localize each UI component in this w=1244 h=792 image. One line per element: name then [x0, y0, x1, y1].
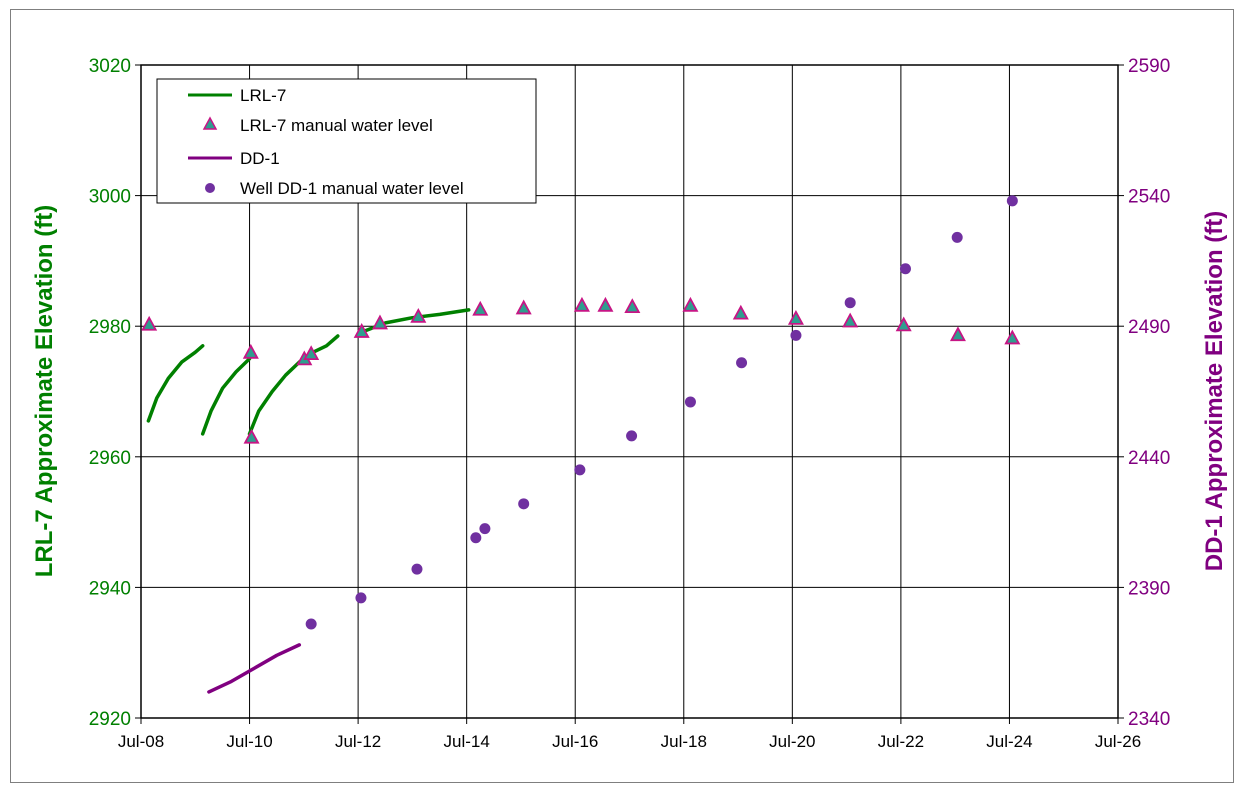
legend-label-lrl7-manual: LRL-7 manual water level	[240, 116, 433, 135]
left-tick-label: 3000	[89, 187, 131, 208]
x-tick-label: Jul-10	[226, 732, 272, 751]
right-tick-label: 2340	[1128, 709, 1170, 730]
line-series-group	[146, 308, 471, 694]
point-well-dd-1-manual-water-level	[1006, 195, 1018, 207]
point-well-dd-1-manual-water-level	[470, 532, 482, 544]
right-tick-label: 2590	[1128, 56, 1170, 77]
legend-swatch-dd1-manual	[205, 183, 215, 193]
left-tick-label: 2980	[89, 317, 131, 338]
point-lrl-7-manual-water-level	[515, 299, 532, 315]
point-lrl-7-manual-water-level	[141, 315, 158, 331]
point-well-dd-1-manual-water-level	[951, 231, 963, 243]
point-lrl-7-manual-water-level	[353, 323, 370, 338]
series-line-lrl-7	[247, 334, 340, 436]
point-well-dd-1-manual-water-level	[626, 430, 638, 442]
x-tick-label: Jul-24	[986, 732, 1032, 751]
left-tick-label: 3020	[89, 56, 131, 77]
left-tick-label: 2940	[89, 578, 131, 599]
right-tick-label: 2390	[1128, 578, 1170, 599]
point-lrl-7-manual-water-level	[1004, 329, 1021, 345]
scatter-series-group	[141, 195, 1021, 630]
point-lrl-7-manual-water-level	[624, 298, 641, 314]
point-well-dd-1-manual-water-level	[899, 263, 911, 275]
point-lrl-7-manual-water-level	[242, 343, 259, 359]
x-tick-label: Jul-14	[444, 732, 490, 751]
point-well-dd-1-manual-water-level	[736, 357, 748, 369]
x-axis-ticks: Jul-08 Jul-10 Jul-12 Jul-14 Jul-16 Jul-18 Jul-…	[118, 718, 1141, 751]
point-lrl-7-manual-water-level	[949, 326, 966, 342]
x-tick-label: Jul-20	[769, 732, 815, 751]
legend-label-dd1: DD-1	[240, 149, 280, 168]
x-tick-label: Jul-18	[661, 732, 707, 751]
x-tick-label: Jul-16	[552, 732, 598, 751]
x-tick-label: Jul-08	[118, 732, 164, 751]
right-tick-label: 2440	[1128, 448, 1170, 469]
series-line-lrl-7	[146, 344, 205, 423]
point-well-dd-1-manual-water-level	[518, 498, 530, 510]
legend: LRL-7 LRL-7 manual water level DD-1 Well…	[156, 78, 537, 204]
point-lrl-7-manual-water-level	[371, 314, 388, 330]
point-lrl-7-manual-water-level	[682, 296, 699, 312]
point-well-dd-1-manual-water-level	[574, 464, 586, 476]
point-well-dd-1-manual-water-level	[355, 592, 367, 604]
point-well-dd-1-manual-water-level	[844, 297, 856, 309]
x-tick-label: Jul-26	[1095, 732, 1141, 751]
plot-area	[140, 64, 1119, 719]
right-tick-label: 2490	[1128, 317, 1170, 338]
right-tick-label: 2540	[1128, 187, 1170, 208]
point-lrl-7-manual-water-level	[732, 304, 749, 320]
point-well-dd-1-manual-water-level	[305, 618, 317, 630]
right-axis-title: DD-1 Approximate Elevation (ft)	[1201, 211, 1228, 571]
legend-swatch-lrl7-manual	[202, 116, 218, 130]
point-well-dd-1-manual-water-level	[479, 523, 491, 535]
point-lrl-7-manual-water-level	[597, 296, 614, 312]
left-tick-label: 2920	[89, 709, 131, 730]
point-lrl-7-manual-water-level	[787, 309, 804, 325]
left-tick-label: 2960	[89, 448, 131, 469]
right-axis-ticks: 2340 2390 2440 2490 2540 2590	[1118, 56, 1170, 730]
point-lrl-7-manual-water-level	[472, 300, 489, 316]
point-lrl-7-manual-water-level	[410, 308, 427, 323]
point-well-dd-1-manual-water-level	[790, 329, 802, 341]
series-line-lrl-7	[200, 357, 252, 436]
x-tick-label: Jul-22	[878, 732, 924, 751]
point-well-dd-1-manual-water-level	[411, 563, 423, 575]
legend-label-lrl7: LRL-7	[240, 86, 286, 105]
point-well-dd-1-manual-water-level	[684, 396, 696, 408]
point-lrl-7-manual-water-level	[243, 428, 260, 444]
point-lrl-7-manual-water-level	[895, 316, 912, 332]
point-lrl-7-manual-water-level	[573, 296, 590, 312]
point-lrl-7-manual-water-level	[842, 312, 859, 328]
left-axis-ticks: 2920 2940 2960 2980 3000 3020	[89, 56, 141, 730]
legend-box	[156, 78, 537, 204]
legend-label-dd1-manual: Well DD-1 manual water level	[240, 179, 464, 198]
series-line-dd-1	[207, 643, 302, 694]
point-lrl-7-manual-water-level	[303, 345, 320, 361]
left-axis-title: LRL-7 Approximate Elevation (ft)	[31, 205, 58, 577]
x-tick-label: Jul-12	[335, 732, 381, 751]
